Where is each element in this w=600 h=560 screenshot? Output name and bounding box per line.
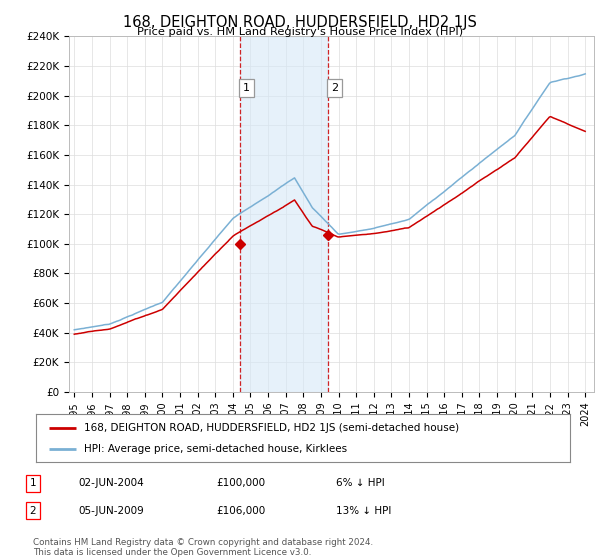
Text: Contains HM Land Registry data © Crown copyright and database right 2024.
This d: Contains HM Land Registry data © Crown c… [33,538,373,557]
Text: 05-JUN-2009: 05-JUN-2009 [78,506,144,516]
Text: 13% ↓ HPI: 13% ↓ HPI [336,506,391,516]
Text: 1: 1 [29,478,37,488]
Text: £106,000: £106,000 [216,506,265,516]
Text: 2: 2 [331,83,338,94]
Text: HPI: Average price, semi-detached house, Kirklees: HPI: Average price, semi-detached house,… [84,444,347,454]
Text: 1: 1 [243,83,250,94]
Bar [240,36,328,392]
Text: 02-JUN-2004: 02-JUN-2004 [78,478,144,488]
Text: 168, DEIGHTON ROAD, HUDDERSFIELD, HD2 1JS: 168, DEIGHTON ROAD, HUDDERSFIELD, HD2 1J… [123,15,477,30]
Text: 168, DEIGHTON ROAD, HUDDERSFIELD, HD2 1JS (semi-detached house): 168, DEIGHTON ROAD, HUDDERSFIELD, HD2 1J… [84,423,459,433]
Text: 2: 2 [29,506,37,516]
Text: Price paid vs. HM Land Registry's House Price Index (HPI): Price paid vs. HM Land Registry's House … [137,27,463,37]
Text: 6% ↓ HPI: 6% ↓ HPI [336,478,385,488]
Text: £100,000: £100,000 [216,478,265,488]
